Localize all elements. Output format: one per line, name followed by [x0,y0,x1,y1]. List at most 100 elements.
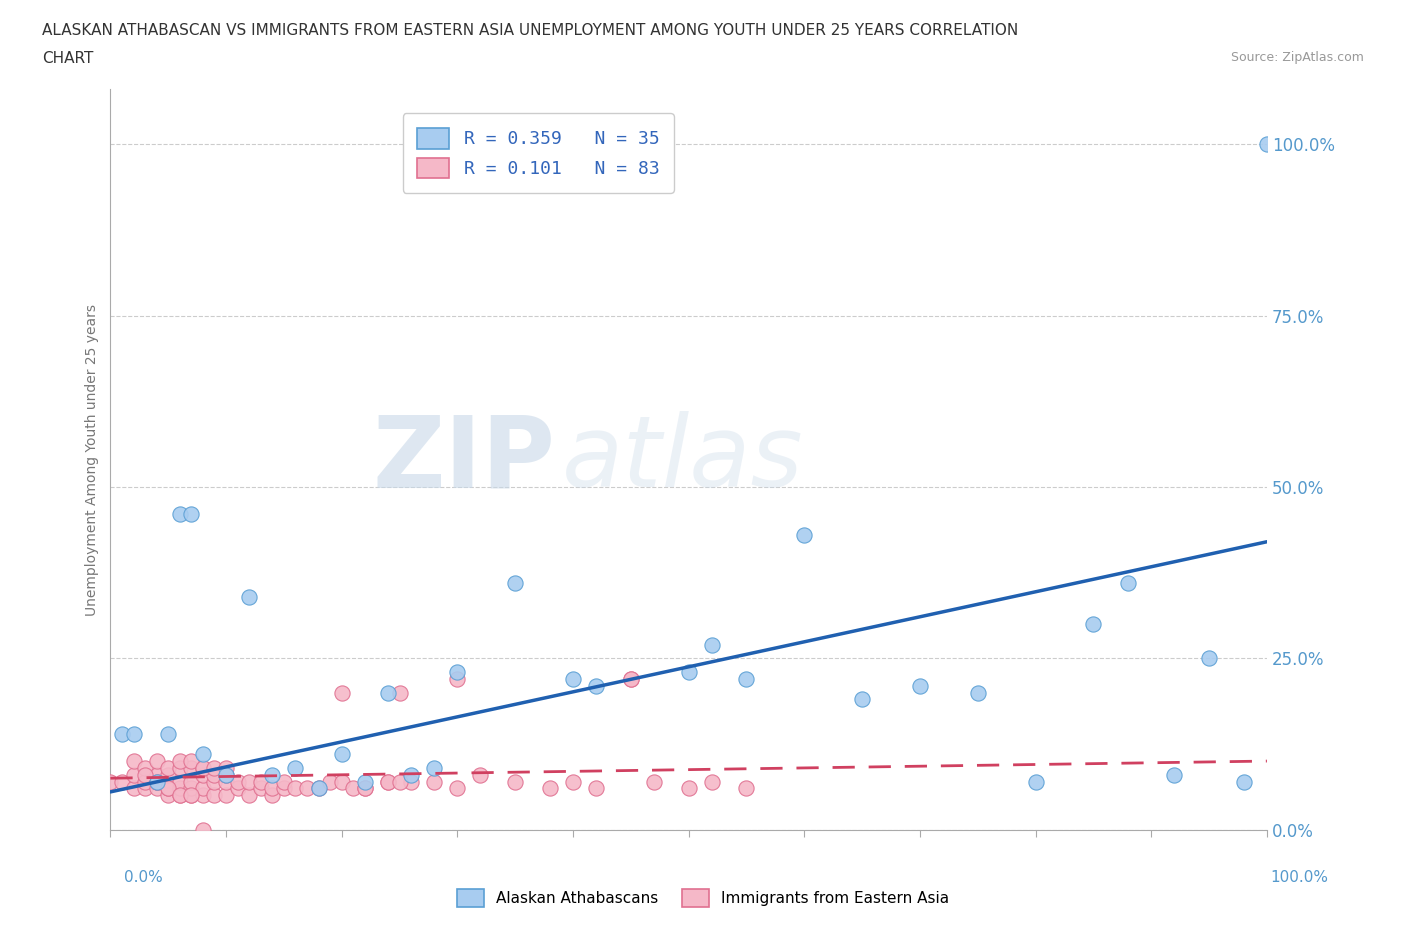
Point [215,774,238,789]
Point [215,767,238,782]
Point [585,781,607,796]
Point [262,788,284,803]
Point [446,671,468,686]
Point [191,822,214,837]
Point [678,781,700,796]
Point [388,774,411,789]
Point [643,774,665,789]
Point [145,774,167,789]
Point [122,726,145,741]
Point [180,788,202,803]
Point [204,767,226,782]
Point [377,685,399,700]
Point [851,692,873,707]
Point [423,761,446,776]
Point [180,753,202,768]
Point [145,774,167,789]
Point [134,781,156,796]
Point [330,747,353,762]
Point [700,774,723,789]
Point [377,774,399,789]
Point [169,761,191,776]
Point [169,774,191,789]
Point [134,767,156,782]
Point [204,774,226,789]
Legend: Alaskan Athabascans, Immigrants from Eastern Asia: Alaskan Athabascans, Immigrants from Eas… [450,884,956,913]
Point [1163,767,1185,782]
Point [157,781,180,796]
Point [295,781,318,796]
Point [145,774,167,789]
Point [319,774,342,789]
Point [169,753,191,768]
Point [562,774,585,789]
Point [735,671,758,686]
Point [503,774,526,789]
Point [1025,774,1047,789]
Point [111,774,134,789]
Text: Source: ZipAtlas.com: Source: ZipAtlas.com [1230,51,1364,64]
Text: ZIP: ZIP [373,411,555,508]
Point [249,781,271,796]
Point [262,767,284,782]
Point [1083,617,1105,631]
Point [620,671,643,686]
Point [238,774,260,789]
Point [308,781,330,796]
Y-axis label: Unemployment Among Youth under 25 years: Unemployment Among Youth under 25 years [86,303,100,616]
Point [215,788,238,803]
Point [353,781,375,796]
Point [145,753,167,768]
Point [100,774,122,789]
Point [1198,651,1220,666]
Legend: R = 0.359   N = 35, R = 0.101   N = 83: R = 0.359 N = 35, R = 0.101 N = 83 [402,113,673,193]
Point [399,767,422,782]
Point [122,781,145,796]
Point [215,767,238,782]
Point [620,671,643,686]
Point [122,767,145,782]
Point [134,761,156,776]
Text: 0.0%: 0.0% [124,870,163,884]
Text: CHART: CHART [42,51,94,66]
Point [700,637,723,652]
Point [538,781,561,796]
Point [735,781,758,796]
Point [284,781,307,796]
Point [273,781,295,796]
Point [342,781,364,796]
Point [157,788,180,803]
Point [793,527,815,542]
Point [169,788,191,803]
Point [191,781,214,796]
Point [908,678,931,693]
Point [562,671,585,686]
Point [122,753,145,768]
Point [226,774,249,789]
Point [470,767,492,782]
Point [585,678,607,693]
Point [191,767,214,782]
Point [134,774,156,789]
Point [191,761,214,776]
Point [353,774,375,789]
Point [145,767,167,782]
Point [111,726,134,741]
Point [1116,576,1139,591]
Point [238,788,260,803]
Point [157,761,180,776]
Point [204,788,226,803]
Point [377,774,399,789]
Point [169,781,191,796]
Point [191,747,214,762]
Point [446,781,468,796]
Point [284,761,307,776]
Point [423,774,446,789]
Point [191,761,214,776]
Point [678,665,700,680]
Point [273,774,295,789]
Point [180,788,202,803]
Point [353,781,375,796]
Text: ALASKAN ATHABASCAN VS IMMIGRANTS FROM EASTERN ASIA UNEMPLOYMENT AMONG YOUTH UNDE: ALASKAN ATHABASCAN VS IMMIGRANTS FROM EA… [42,23,1018,38]
Point [180,781,202,796]
